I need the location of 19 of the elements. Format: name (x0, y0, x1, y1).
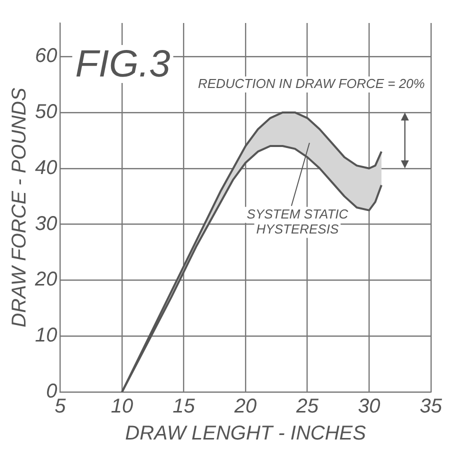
y-tick-label: 20 (34, 268, 58, 291)
y-tick-label: 40 (34, 156, 58, 179)
x-tick-label: 20 (233, 396, 257, 418)
y-tick-label: 10 (34, 324, 58, 347)
x-tick-label: 15 (172, 396, 196, 418)
y-tick-label: 50 (34, 101, 58, 124)
x-tick-label: 35 (420, 396, 443, 418)
annotation: SYSTEM STATIC HYSTERESIS (246, 206, 349, 236)
x-tick-label: 5 (54, 396, 67, 418)
y-tick-label: 60 (34, 45, 58, 68)
y-axis-title: DRAW FORCE - POUNDS (8, 87, 31, 328)
x-axis-title: DRAW LENGHT - INCHES (125, 422, 367, 445)
x-tick-label: 25 (295, 396, 320, 418)
x-tick-label: 10 (110, 396, 134, 418)
x-tick-label: 30 (358, 396, 380, 418)
y-tick-label: 0 (46, 380, 58, 403)
annotation: REDUCTION IN DRAW FORCE = 20% (198, 76, 425, 92)
y-tick-label: 30 (34, 212, 58, 235)
text: FIG.3 (75, 44, 170, 86)
